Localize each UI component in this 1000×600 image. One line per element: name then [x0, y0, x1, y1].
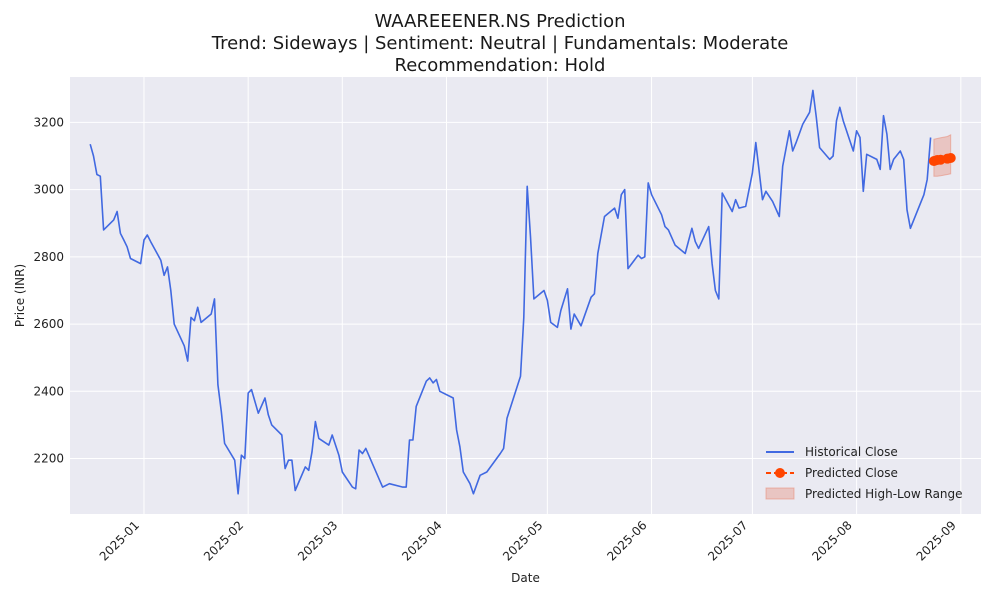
- x-tick-label: 2025-03: [295, 518, 340, 563]
- y-axis-label: Price (INR): [13, 264, 27, 327]
- chart-title: WAAREEENER.NS Prediction: [374, 11, 626, 32]
- x-tick-label: 2025-08: [809, 518, 854, 563]
- legend: Historical Close Predicted Close Predict…: [765, 445, 963, 501]
- y-tick-label: 3000: [33, 183, 64, 197]
- chart-recommendation: Recommendation: Hold: [394, 55, 606, 76]
- legend-range-label: Predicted High-Low Range: [805, 487, 963, 501]
- x-tick-label: 2025-09: [914, 518, 959, 563]
- predicted-layer: [928, 153, 956, 167]
- x-tick-label: 2025-06: [604, 518, 649, 563]
- x-tick-labels: 2025-01 2025-02 2025-03 2025-04 2025-05 2025-…: [97, 518, 959, 563]
- x-tick-label: 2025-01: [97, 518, 142, 563]
- x-tick-label: 2025-04: [399, 518, 444, 563]
- y-tick-label: 2800: [33, 250, 64, 264]
- chart-subtitle: Trend: Sideways | Sentiment: Neutral | F…: [211, 33, 789, 54]
- legend-historical-label: Historical Close: [805, 445, 898, 459]
- x-tick-label: 2025-07: [705, 518, 750, 563]
- y-tick-label: 2200: [33, 452, 64, 466]
- y-tick-label: 2400: [33, 384, 64, 398]
- predicted-point: [945, 153, 956, 164]
- legend-predicted-label: Predicted Close: [805, 466, 898, 480]
- x-tick-label: 2025-02: [201, 518, 246, 563]
- y-tick-label: 3200: [33, 115, 64, 129]
- legend-predicted-marker: [775, 468, 785, 478]
- x-axis-label: Date: [511, 571, 540, 585]
- grid-lines: [70, 77, 981, 514]
- historical-layer: [89, 89, 932, 495]
- historical-close-line: [89, 89, 932, 495]
- plot-area: [70, 77, 981, 514]
- y-tick-label: 2600: [33, 317, 64, 331]
- y-tick-labels: 2200 2400 2600 2800 3000 3200: [33, 115, 64, 465]
- legend-range-swatch: [765, 487, 795, 500]
- x-tick-label: 2025-05: [500, 518, 545, 563]
